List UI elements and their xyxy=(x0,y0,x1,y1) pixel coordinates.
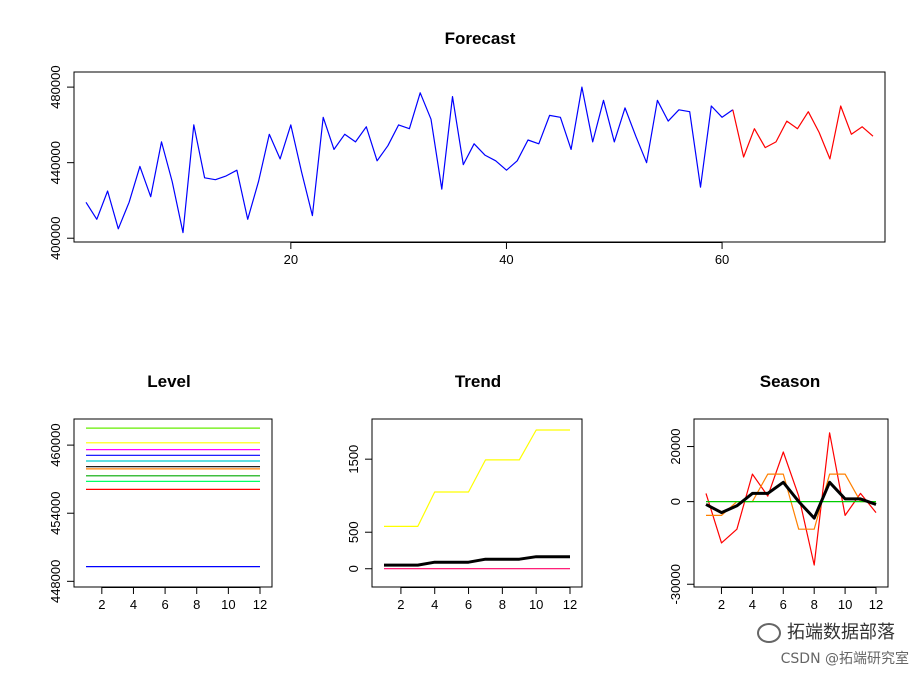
watermark-brand-text: 拓端数据部落 xyxy=(787,622,895,643)
x-tick-label: 12 xyxy=(869,597,883,612)
x-tick-label: 6 xyxy=(161,597,168,612)
series-line-0 xyxy=(85,86,734,234)
y-tick-label: 480000 xyxy=(48,65,63,108)
y-tick-label: 0 xyxy=(346,565,361,572)
panel-trend: Trend 2 4 6 8 10 12 0 500 1500 xyxy=(346,372,583,612)
y-tick-label: 500 xyxy=(346,521,361,543)
y-tick-label: 1500 xyxy=(346,445,361,474)
series-line-0 xyxy=(384,429,570,528)
panel-title: Level xyxy=(147,372,190,391)
panel-forecast: Forecast 20 40 60 400000 440000 480000 xyxy=(48,29,886,267)
x-tick-label: 12 xyxy=(253,597,267,612)
x-tick-label: 8 xyxy=(811,597,818,612)
panel-level: Level 2 4 6 8 10 12 448000 454000 460000 xyxy=(48,372,273,612)
x-tick-label: 6 xyxy=(780,597,787,612)
x-tick-label: 12 xyxy=(563,597,577,612)
x-tick-label: 2 xyxy=(397,597,404,612)
watermark-source: CSDN @拓端研究室 xyxy=(780,651,909,667)
wechat-icon xyxy=(757,623,781,643)
series-line-3 xyxy=(705,480,877,520)
panel-title: Trend xyxy=(455,372,501,391)
watermark-brand: 拓端数据部落 xyxy=(757,618,895,644)
panel-title: Forecast xyxy=(445,29,516,48)
x-tick-label: 10 xyxy=(529,597,543,612)
plot-frame xyxy=(73,71,886,243)
y-tick-label: 454000 xyxy=(48,492,63,535)
series-line-1 xyxy=(384,555,570,567)
x-tick-label: 10 xyxy=(838,597,852,612)
x-tick-label: 4 xyxy=(130,597,137,612)
y-tick-label: 460000 xyxy=(48,423,63,466)
y-tick-label: 400000 xyxy=(48,217,63,260)
y-tick-label: 20000 xyxy=(668,428,683,464)
x-tick-label: 8 xyxy=(193,597,200,612)
y-tick-label: 440000 xyxy=(48,141,63,184)
panel-season: Season 2 4 6 8 10 12 -30000 0 20000 xyxy=(668,372,889,612)
x-tick-label: 4 xyxy=(431,597,438,612)
x-tick-label: 40 xyxy=(499,252,513,267)
panel-title: Season xyxy=(760,372,820,391)
x-tick-label: 4 xyxy=(749,597,756,612)
y-tick-label: 448000 xyxy=(48,560,63,603)
x-tick-label: 60 xyxy=(715,252,729,267)
y-tick-label: -30000 xyxy=(668,564,683,604)
series-line-1 xyxy=(732,105,874,160)
x-tick-label: 8 xyxy=(499,597,506,612)
plot-frame xyxy=(73,418,273,588)
x-tick-label: 2 xyxy=(98,597,105,612)
x-tick-label: 6 xyxy=(465,597,472,612)
x-tick-label: 2 xyxy=(718,597,725,612)
series-line-0 xyxy=(705,432,877,566)
x-tick-label: 20 xyxy=(284,252,298,267)
y-tick-label: 0 xyxy=(668,498,683,505)
x-tick-label: 10 xyxy=(221,597,235,612)
